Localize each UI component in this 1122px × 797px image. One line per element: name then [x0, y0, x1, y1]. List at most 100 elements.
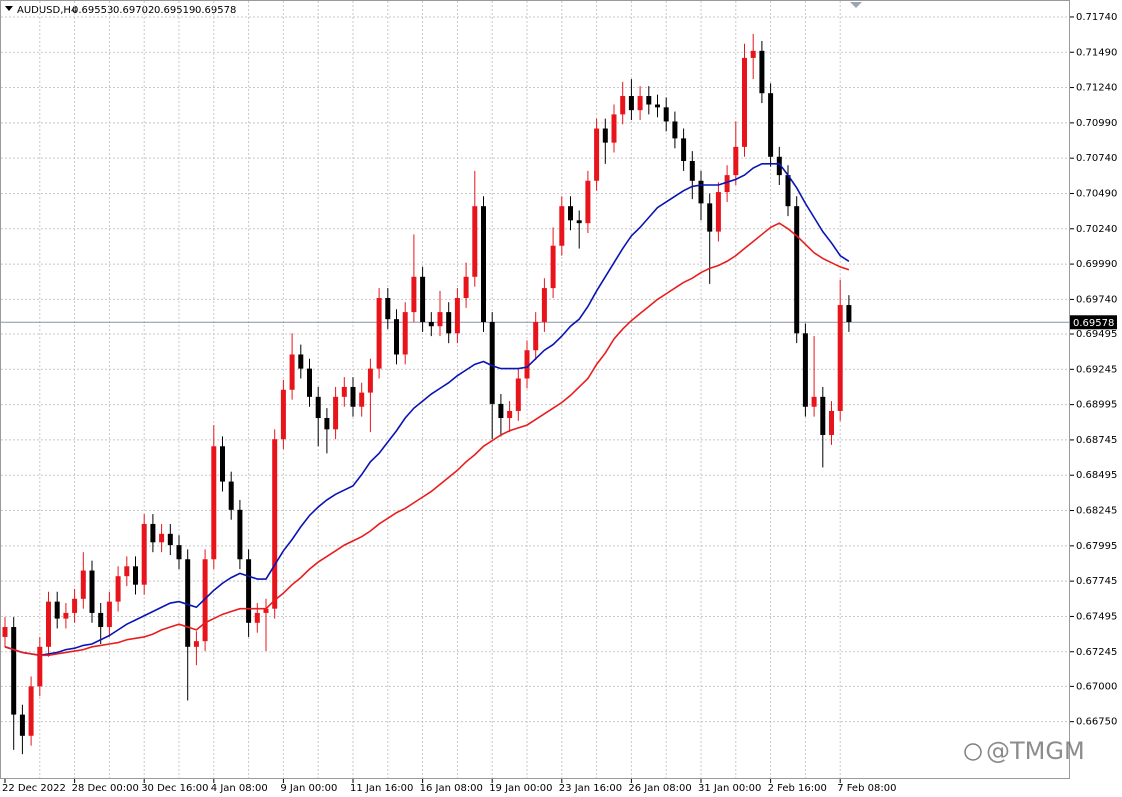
candle-body — [185, 559, 191, 647]
y-tick-label: 0.69495 — [1076, 329, 1117, 340]
x-tick-label: 30 Dec 16:00 — [141, 783, 208, 794]
candle-body — [472, 206, 478, 277]
candle-body — [541, 288, 547, 322]
candle-body — [768, 93, 774, 157]
y-tick-label: 0.69245 — [1076, 364, 1117, 375]
candle-body — [837, 305, 843, 411]
candle-body — [489, 321, 495, 404]
candle-body — [420, 276, 426, 322]
candle-body — [133, 566, 138, 585]
candle-body — [759, 50, 765, 94]
candle-body — [785, 175, 791, 207]
candle-body — [446, 312, 452, 334]
y-tick-label: 0.70490 — [1076, 188, 1117, 199]
y-tick-label: 0.68245 — [1076, 506, 1117, 517]
x-tick-label: 28 Dec 00:00 — [72, 783, 139, 794]
candle-body — [802, 333, 808, 407]
candle-body — [11, 627, 17, 715]
candle-body — [272, 439, 278, 609]
plot-frame — [0, 0, 1070, 779]
candle-body — [80, 570, 86, 599]
candle-body — [115, 576, 121, 602]
candle-body — [524, 350, 530, 379]
candle-body — [246, 559, 252, 623]
candle-body — [46, 601, 51, 647]
candle-body — [594, 128, 600, 181]
candle-body — [663, 107, 669, 122]
candle-body — [54, 601, 60, 619]
candle-body — [98, 612, 104, 628]
x-tick-label: 22 Dec 2022 — [2, 783, 66, 794]
header-close: 0.69578 — [195, 5, 236, 16]
x-tick-label: 9 Jan 00:00 — [280, 783, 337, 794]
candle-body — [150, 523, 156, 543]
y-tick-label: 0.69990 — [1076, 259, 1117, 270]
candle-body — [820, 396, 826, 435]
y-tick-label: 0.71490 — [1076, 47, 1117, 58]
candle-body — [307, 368, 312, 397]
header-low: 0.69519 — [154, 5, 195, 16]
candle-body — [602, 128, 608, 143]
candle-body — [672, 121, 678, 139]
candle-body — [811, 396, 817, 407]
candle-body — [463, 276, 469, 298]
candle-body — [385, 297, 391, 320]
scroll-marker — [850, 2, 862, 8]
watermark: @TMGM — [964, 737, 1085, 765]
candle-body — [533, 321, 539, 351]
watermark-text: @TMGM — [986, 737, 1085, 765]
y-tick-label: 0.69740 — [1076, 294, 1117, 305]
candle-body — [611, 114, 617, 143]
x-tick-label: 2 Feb 16:00 — [768, 783, 827, 794]
candle-body — [742, 57, 747, 147]
candle-body — [428, 321, 434, 327]
candle-body — [376, 297, 382, 369]
x-tick-label: 11 Jan 16:00 — [350, 783, 413, 794]
candle-body — [324, 418, 330, 430]
candle-body — [89, 570, 95, 613]
x-tick-label: 26 Jan 08:00 — [628, 783, 691, 794]
candle-body — [655, 104, 660, 108]
candle-body — [333, 396, 339, 430]
moving-average — [4, 222, 850, 657]
candle-body — [576, 220, 582, 224]
candle-body — [341, 386, 347, 397]
candle-body — [846, 305, 852, 322]
candle-body — [289, 354, 295, 390]
candle-body — [254, 612, 260, 623]
candle-body — [707, 203, 713, 232]
candle-body — [481, 206, 486, 322]
candle-body — [220, 446, 225, 482]
candle-body — [637, 96, 643, 111]
candle-body — [280, 389, 286, 440]
menu-arrow[interactable] — [5, 6, 13, 11]
y-tick-label: 0.67495 — [1076, 611, 1117, 622]
y-tick-label: 0.67000 — [1076, 681, 1117, 692]
candle-body — [359, 392, 365, 407]
y-tick-label: 0.67745 — [1076, 576, 1117, 587]
x-tick-label: 4 Jan 08:00 — [211, 783, 268, 794]
y-tick-label: 0.70240 — [1076, 224, 1117, 235]
y-tick-label: 0.70740 — [1076, 153, 1117, 164]
candle-body — [698, 180, 704, 204]
candle-body — [124, 566, 130, 577]
candle-body — [628, 96, 634, 111]
candle-body — [298, 354, 304, 369]
y-tick-label: 0.70990 — [1076, 118, 1117, 129]
x-tick-label: 7 Feb 08:00 — [837, 783, 896, 794]
candle-body — [776, 156, 782, 176]
watermark-icon — [964, 743, 982, 761]
candle-body — [28, 686, 34, 736]
candle-body — [498, 403, 504, 419]
x-tick-label: 16 Jan 08:00 — [420, 783, 483, 794]
candle-body — [63, 612, 69, 619]
candle-body — [689, 160, 695, 181]
symbol: AUDUSD,H4 — [17, 5, 77, 16]
y-tick-label: 0.67995 — [1076, 541, 1117, 552]
candle-body — [106, 601, 112, 628]
candle-body — [315, 396, 321, 419]
candle-body — [193, 641, 199, 647]
candle-body — [237, 509, 243, 560]
y-tick-label: 0.71240 — [1076, 83, 1117, 94]
